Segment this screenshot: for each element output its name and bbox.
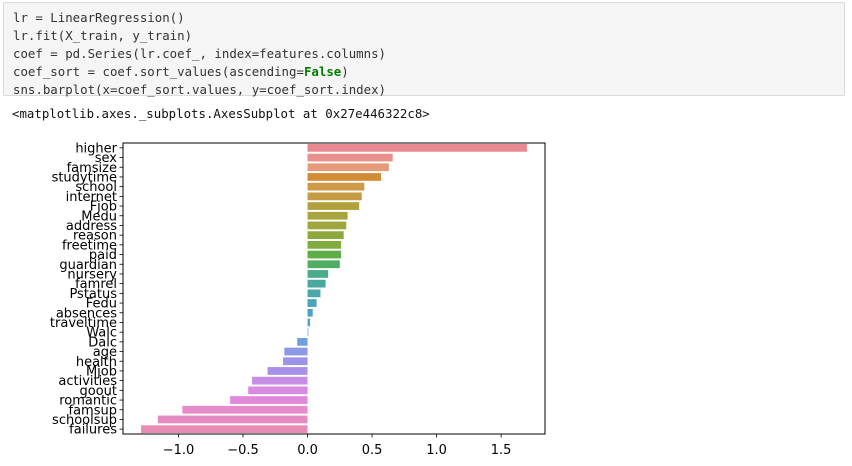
bar-school	[307, 182, 365, 191]
y-tick-label: Dalc	[88, 335, 117, 350]
bar-famsup	[182, 405, 308, 414]
bar-paid	[307, 250, 342, 259]
bar-traveltime	[307, 318, 311, 327]
bar-age	[284, 347, 308, 356]
bar-famsize	[307, 163, 389, 172]
x-tick-label: −0.5	[227, 443, 259, 458]
y-tick-label: address	[66, 219, 117, 234]
bar-fedu	[307, 299, 317, 307]
y-tick-label: higher	[75, 141, 117, 156]
bar-pstatus	[307, 289, 321, 298]
y-tick-label: Fjob	[90, 200, 117, 215]
bar-studytime	[307, 173, 382, 181]
y-tick-label: health	[76, 355, 117, 370]
code-line: coef = pd.Series(lr.coef_, index=feature…	[13, 46, 386, 61]
y-tick-label: goout	[80, 384, 118, 399]
y-tick-label: freetime	[62, 238, 117, 253]
bar-freetime	[307, 240, 342, 249]
bar-sex	[307, 153, 393, 162]
y-tick-label: traveltime	[50, 316, 117, 331]
bar-higher	[307, 143, 527, 152]
bar-romantic	[230, 396, 308, 404]
y-tick-label: age	[93, 345, 117, 360]
bar-guardian	[307, 260, 340, 269]
x-tick-label: 1.0	[426, 443, 447, 458]
bar-fjob	[307, 202, 360, 210]
y-tick-label: nursery	[67, 267, 117, 282]
bar-dalc	[297, 337, 308, 346]
y-tick-label: activities	[58, 374, 117, 389]
y-tick-label: failures	[69, 423, 117, 438]
y-tick-label: romantic	[59, 394, 117, 409]
bar-internet	[307, 192, 362, 201]
bar-address	[307, 221, 347, 230]
y-tick-label: schoolsup	[52, 413, 117, 428]
axes-frame	[122, 142, 546, 435]
code-line: sns.barplot(x=coef_sort.values, y=coef_s…	[13, 82, 386, 97]
y-tick-label: Mjob	[86, 364, 117, 379]
bar-absences	[307, 308, 313, 317]
y-tick-label: studytime	[52, 170, 117, 185]
x-ticks: −1.0 −0.5 0.0 0.5 1.0 1.5	[163, 434, 512, 458]
code-keyword: False	[303, 64, 342, 79]
y-tick-label: famsup	[69, 403, 117, 418]
code-text: coef_sort = coef.sort_values(ascending=	[13, 64, 304, 79]
bar-walc	[307, 328, 309, 337]
code-cell[interactable]: lr = LinearRegression() lr.fit(X_train, …	[3, 2, 845, 97]
bar-goout	[248, 386, 308, 395]
x-tick-label: 1.5	[491, 443, 512, 458]
bar-health	[283, 357, 308, 366]
bar-schoolsup	[157, 415, 308, 424]
x-tick-label: 0.5	[362, 443, 383, 458]
x-tick-label: 0.0	[297, 443, 318, 458]
y-tick-label: Walc	[86, 326, 117, 341]
bar-failures	[141, 425, 308, 434]
y-tick-label: paid	[89, 248, 117, 263]
bar-famrel	[307, 279, 326, 288]
coefficient-barplot: highersexfamsizestudytimeschoolinternetF…	[50, 141, 546, 458]
bar-medu	[307, 211, 348, 220]
code-text: )	[341, 64, 349, 79]
y-tick-label: school	[75, 180, 117, 195]
y-tick-label: Medu	[81, 209, 117, 224]
bars-group	[141, 143, 527, 434]
y-tick-label: Fedu	[86, 297, 117, 312]
bar-activities	[252, 376, 308, 385]
y-tick-label: famsize	[67, 161, 117, 176]
output-repr: <matplotlib.axes._subplots.AxesSubplot a…	[12, 106, 430, 121]
code-line: lr.fit(X_train, y_train)	[13, 28, 193, 43]
bar-nursery	[307, 270, 329, 278]
y-tick-label: internet	[66, 190, 117, 205]
y-tick-labels: highersexfamsizestudytimeschoolinternetF…	[50, 141, 123, 438]
bar-mjob	[267, 367, 308, 375]
y-tick-label: reason	[73, 229, 117, 244]
y-tick-label: guardian	[59, 258, 117, 273]
code-line: coef_sort = coef.sort_values(ascending=F…	[13, 63, 844, 81]
y-tick-label: famrel	[75, 277, 117, 292]
y-tick-label: Pstatus	[69, 287, 117, 302]
x-tick-label: −1.0	[163, 443, 195, 458]
bar-reason	[307, 231, 344, 240]
code-line: lr = LinearRegression()	[13, 10, 185, 25]
y-tick-label: absences	[56, 306, 117, 321]
y-tick-label: sex	[95, 151, 118, 166]
